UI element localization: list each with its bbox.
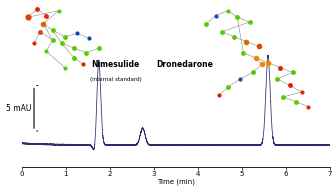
- Text: 5 mAU: 5 mAU: [6, 104, 31, 113]
- Text: Nimesulide: Nimesulide: [91, 60, 140, 69]
- X-axis label: Time (min): Time (min): [157, 178, 195, 185]
- Text: Dronedarone: Dronedarone: [157, 60, 213, 69]
- Text: (internal standard): (internal standard): [90, 77, 141, 82]
